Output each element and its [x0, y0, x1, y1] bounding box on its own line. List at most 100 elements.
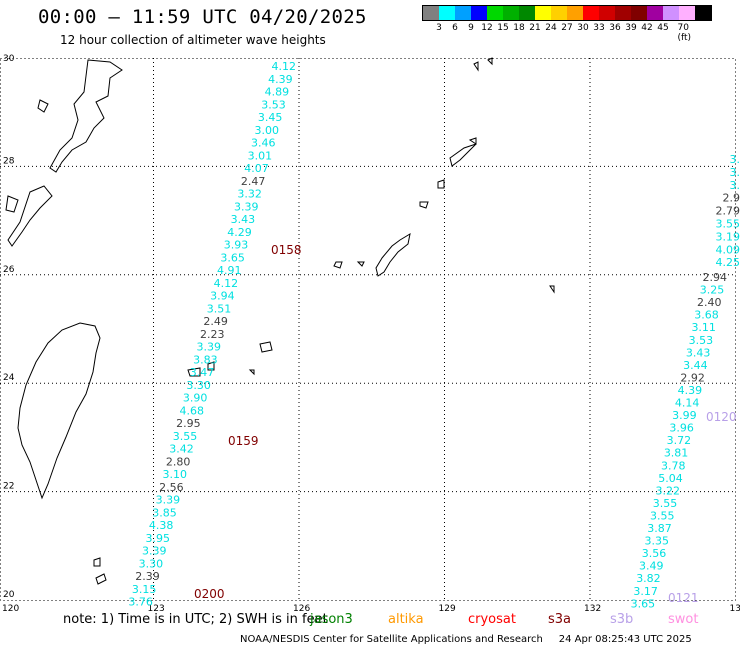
color-legend-label: 6	[452, 23, 458, 33]
color-swatch	[423, 6, 439, 20]
longitude-tick-label: 135	[730, 604, 740, 614]
color-swatch	[471, 6, 487, 20]
wave-height-value: 3.55	[173, 430, 198, 443]
latitude-tick-label: 30	[3, 54, 15, 64]
wave-height-value: 3.87	[647, 522, 672, 535]
latitude-tick-label: 24	[3, 373, 15, 383]
wave-height-value: 3.39	[234, 200, 259, 213]
wave-height-value: 4.07	[244, 162, 269, 175]
footer-credit: NOAA/NESDIS Center for Satellite Applica…	[240, 634, 692, 645]
wave-height-value: 3.49	[639, 560, 664, 573]
color-swatch	[615, 6, 631, 20]
latitude-tick-label: 20	[3, 590, 15, 600]
wave-height-value: 3.43	[686, 346, 711, 359]
wave-height-value: 3.39	[156, 494, 181, 507]
pass-time-label: 0158	[271, 243, 302, 257]
latitude-tick-label: 28	[3, 156, 15, 166]
satellite-legend-item: jason3	[310, 612, 353, 627]
color-legend-label: 33	[593, 23, 605, 33]
wave-height-value: 2.79	[716, 205, 740, 218]
wave-height-value: 4.14	[675, 397, 700, 410]
wave-height-value: 3.35	[644, 535, 669, 548]
altimeter-tracks: 4.124.394.893.533.453.003.463.014.072.47…	[128, 60, 740, 610]
wave-height-value: 5.04	[658, 472, 683, 485]
wave-height-value: 3.10	[162, 468, 187, 481]
wave-height-value: 3.90	[183, 392, 208, 405]
color-legend-label: 36	[609, 23, 621, 33]
wave-height-value: 4.89	[265, 86, 290, 99]
wave-height-value: 3.22	[656, 484, 681, 497]
color-swatch	[503, 6, 519, 20]
color-swatch	[535, 6, 551, 20]
wave-height-value: 3.	[730, 179, 740, 192]
color-legend-label: 24	[545, 23, 557, 33]
wave-height-value: 3.65	[631, 597, 656, 610]
color-legend-label: 18	[513, 23, 525, 33]
credit-organization: NOAA/NESDIS Center for Satellite Applica…	[240, 634, 543, 645]
longitude-tick-label: 132	[584, 604, 601, 614]
wave-height-value: 2.80	[166, 455, 191, 468]
wave-height-value: 3.39	[142, 545, 167, 558]
color-swatch	[487, 6, 503, 20]
okinawa-coastline	[375, 232, 411, 277]
color-legend-label: 3	[436, 23, 442, 33]
wave-height-value: 3.42	[169, 443, 194, 456]
wave-height-value: 3.95	[145, 532, 170, 545]
wave-height-value: 3.93	[224, 239, 249, 252]
wave-height-value: 4.39	[678, 384, 703, 397]
wave-height-value: 3.78	[661, 459, 686, 472]
wave-height-value: 3.39	[197, 341, 222, 354]
wave-height-value: 3.32	[237, 188, 262, 201]
wave-height-value: 3.55	[716, 218, 740, 231]
coastline-outlines	[5, 57, 555, 585]
pass-time-label: 0120	[706, 410, 737, 424]
color-legend-label: 12	[481, 23, 493, 33]
color-legend-labels: 3 6 9 12 15 18 21 24 27 30 33 36 39 42 45 70 (ft)	[422, 21, 712, 43]
wave-height-value: 3.01	[248, 149, 273, 162]
color-swatch	[647, 6, 663, 20]
wave-height-value: 3.53	[689, 334, 714, 347]
wave-height-value: 3.11	[691, 321, 716, 334]
pass-time-label: 0200	[194, 587, 225, 601]
wave-height-value: 3.30	[139, 557, 164, 570]
color-legend-label: 45	[657, 23, 669, 33]
satellite-legend-item: cryosat	[468, 612, 516, 627]
wave-height-value: 3.44	[683, 359, 708, 372]
color-swatch	[695, 6, 711, 20]
wave-height-value: 4.09	[716, 243, 740, 256]
wave-height-value: 4.29	[227, 226, 252, 239]
map-title: 00:00 – 11:59 UTC 04/20/2025	[38, 6, 367, 28]
wave-height-value: 3.76	[128, 596, 153, 609]
map-subtitle: 12 hour collection of altimeter wave hei…	[60, 33, 326, 47]
wave-height-value: 3.72	[667, 434, 692, 447]
wave-height-value: 4.12	[214, 277, 239, 290]
wave-height-value: 2.9	[723, 192, 740, 205]
latitude-tick-label: 26	[3, 265, 15, 275]
latitude-tick-label: 22	[3, 482, 14, 492]
satellite-legend-item: s3a	[548, 612, 572, 627]
wave-height-value: 3.81	[664, 447, 689, 460]
wave-height-value: 4.68	[180, 404, 205, 417]
pass-time-label: 0159	[228, 434, 259, 448]
wave-height-value: 3.55	[653, 497, 678, 510]
satellite-legend-item: altika	[388, 612, 424, 627]
wave-height-value: 3.83	[193, 353, 218, 366]
wave-height-value: 3.45	[258, 111, 283, 124]
color-swatch	[663, 6, 679, 20]
wave-height-value: 4.12	[272, 60, 297, 73]
wave-height-value: 2.39	[135, 570, 160, 583]
color-legend-label: 30	[577, 23, 589, 33]
longitude-tick-label: 129	[439, 604, 456, 614]
color-legend-label: 42	[641, 23, 653, 33]
color-legend: 3 6 9 12 15 18 21 24 27 30 33 36 39 42 45 70 (ft)	[422, 5, 712, 43]
pass-time-label: 0121	[668, 591, 699, 605]
lat-lon-grid	[0, 58, 736, 600]
wave-height-value: 3.19	[716, 230, 740, 243]
color-swatch	[599, 6, 615, 20]
wave-height-value: 4.39	[268, 73, 293, 86]
color-swatch	[567, 6, 583, 20]
longitude-tick-label: 120	[2, 604, 19, 614]
longitude-tick-label: 126	[293, 604, 310, 614]
wave-height-value: 3.55	[650, 509, 675, 522]
color-legend-label: 39	[625, 23, 637, 33]
